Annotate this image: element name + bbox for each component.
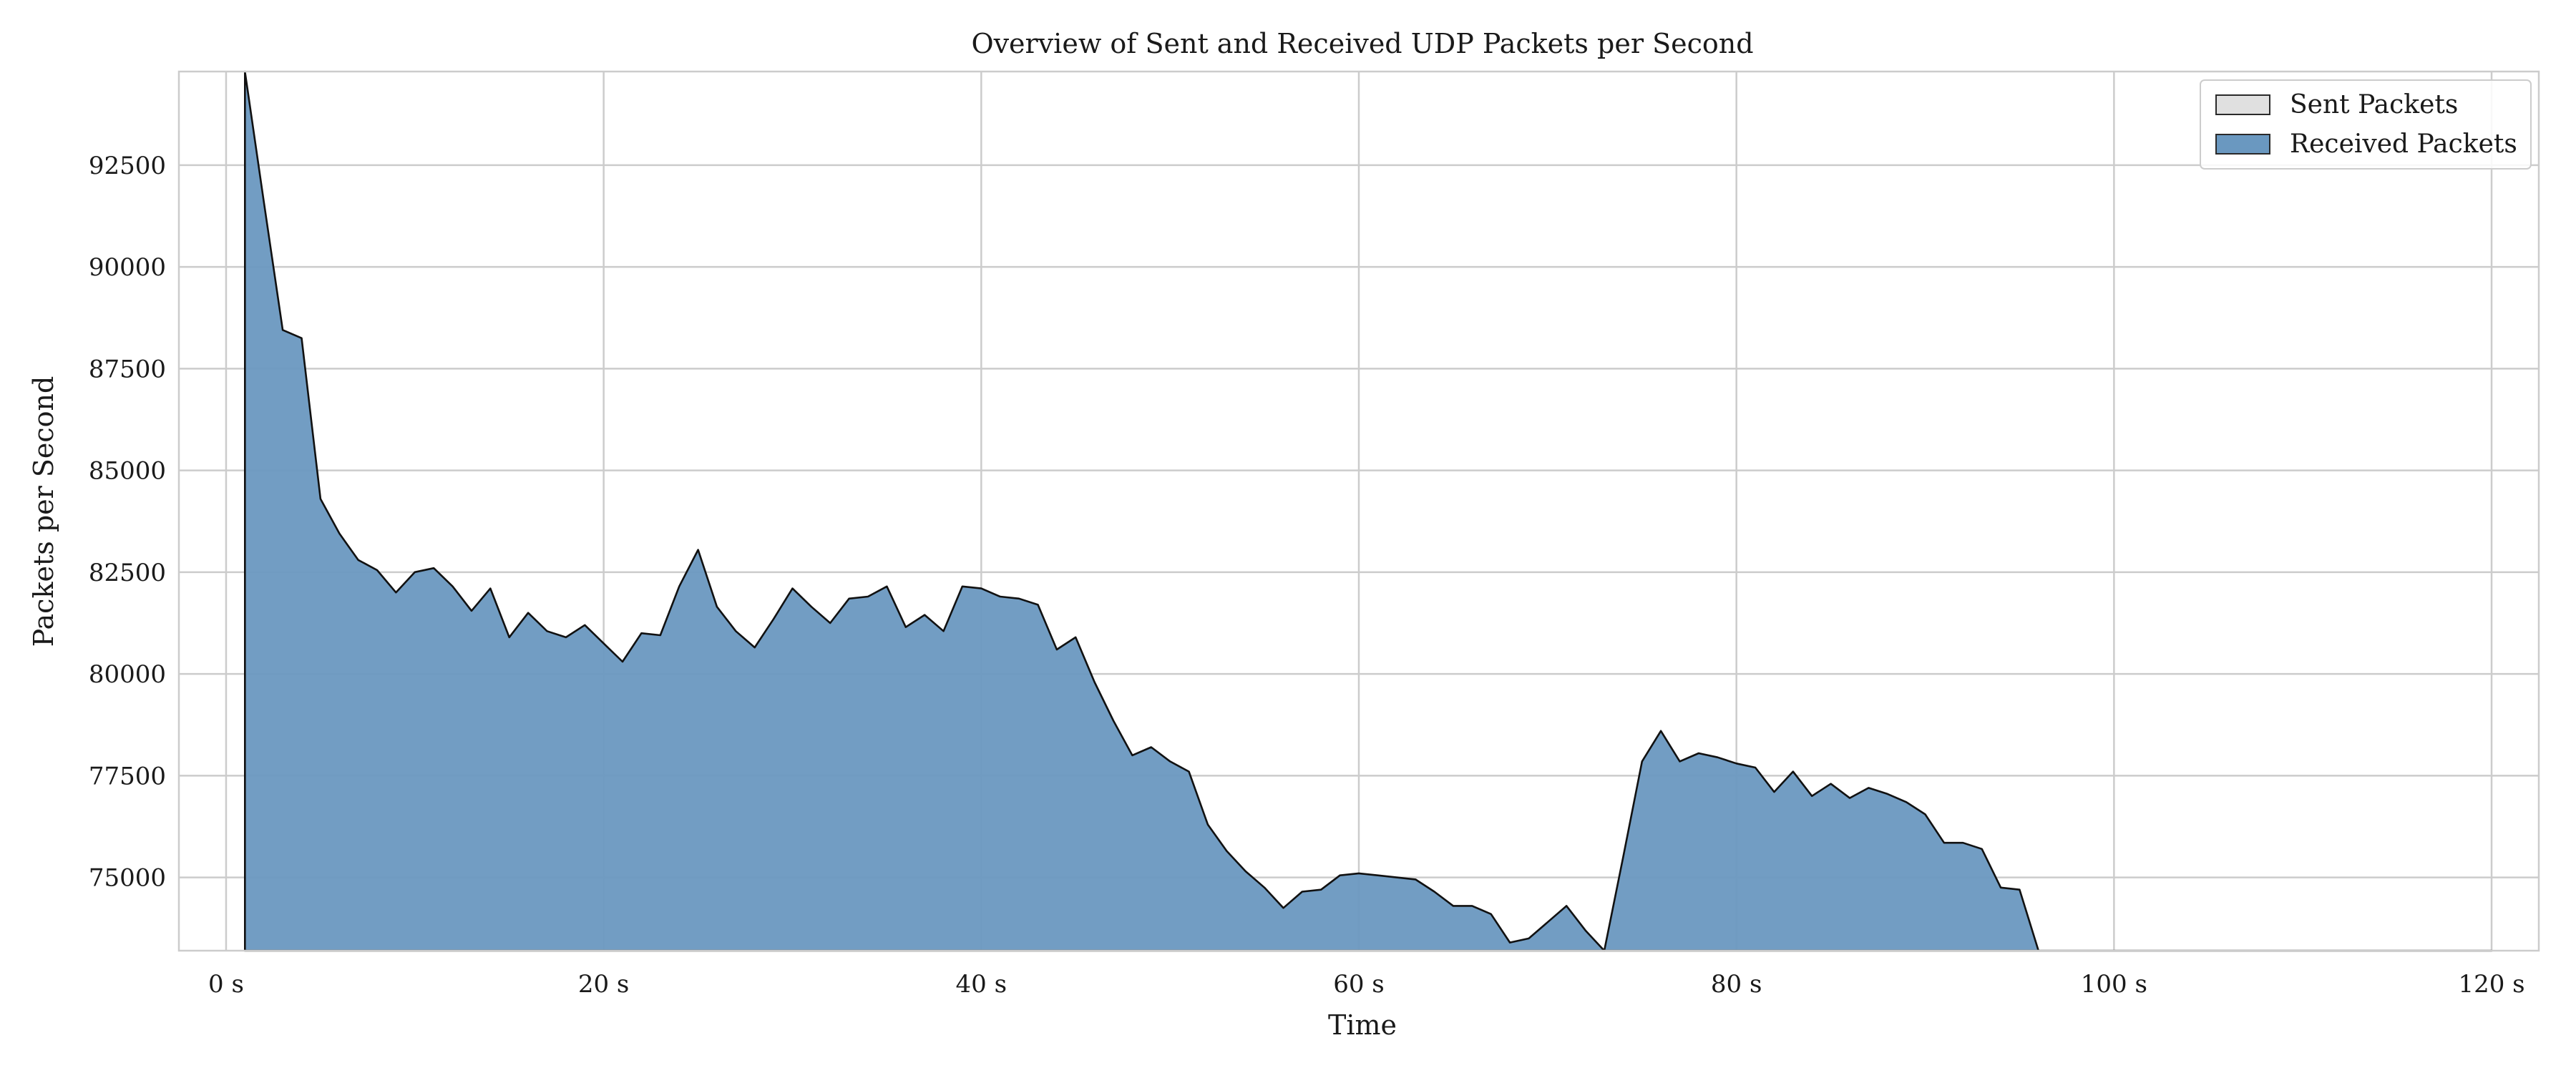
x-tick-label: 20 s	[578, 970, 630, 999]
y-tick-label: 82500	[89, 559, 166, 587]
y-tick-label: 87500	[89, 355, 166, 383]
legend: Sent Packets Received Packets	[2200, 79, 2532, 170]
x-tick-label: 80 s	[1711, 970, 1762, 999]
y-tick-label: 75000	[89, 864, 166, 893]
legend-swatch-received	[2215, 134, 2270, 155]
chart-title: Overview of Sent and Received UDP Packet…	[971, 28, 1753, 59]
legend-swatch-sent	[2215, 94, 2270, 115]
plot-frame	[177, 70, 2540, 952]
tick-labels: 0 s 20 s 40 s 60 s 80 s 100 s 120 s 75000 77500 8…	[89, 152, 2525, 999]
legend-label-sent: Sent Packets	[2290, 90, 2458, 119]
legend-frame	[2200, 79, 2532, 170]
x-tick-label: 40 s	[956, 970, 1008, 999]
y-tick-label: 92500	[89, 152, 166, 180]
y-tick-label: 85000	[89, 457, 166, 486]
x-tick-label: 120 s	[2458, 970, 2524, 999]
y-tick-label: 77500	[89, 762, 166, 790]
x-tick-label: 100 s	[2081, 970, 2147, 999]
y-tick-label: 80000	[89, 660, 166, 689]
y-axis-label: Packets per Second	[28, 376, 59, 647]
legend-label-received: Received Packets	[2290, 129, 2517, 159]
x-tick-label: 0 s	[208, 970, 244, 999]
x-axis-label: Time	[1328, 1009, 1397, 1041]
x-tick-label: 60 s	[1333, 970, 1385, 999]
y-tick-label: 90000	[89, 253, 166, 282]
